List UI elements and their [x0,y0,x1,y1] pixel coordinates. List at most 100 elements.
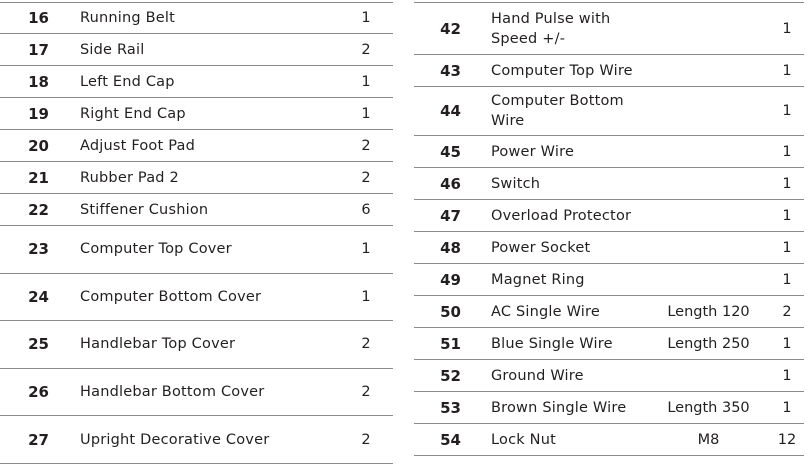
part-qty: 1 [361,241,371,258]
part-number: 50 [440,302,461,321]
part-name: Power Wire [491,143,575,160]
part-qty: 1 [782,207,792,224]
table-row: 23 Computer Top Cover 1 [0,226,393,274]
table-row: 26 Handlebar Bottom Cover 2 [0,369,393,417]
part-qty: 2 [361,169,371,186]
part-number: 54 [440,430,461,449]
table-row: 48 Power Socket 1 [414,232,804,264]
part-name: Brown Single Wire [491,399,627,416]
part-qty: 1 [782,143,792,160]
part-qty: 1 [782,103,792,119]
part-number: 24 [28,287,49,306]
part-number: 43 [440,61,461,80]
part-qty: 2 [782,303,792,320]
part-name: AC Single Wire [491,303,600,320]
part-number: 16 [28,9,49,27]
part-name: Right End Cap [80,105,186,122]
part-name: Handlebar Bottom Cover [80,384,265,401]
part-number: 52 [440,366,461,385]
part-qty: 1 [782,239,792,256]
part-spec: Length 250 [667,335,750,352]
part-name: Magnet Ring [491,271,585,288]
part-qty: 1 [782,335,792,352]
part-number: 44 [440,102,461,120]
table-row: 46 Switch 1 [414,168,804,200]
part-qty: 1 [361,288,371,305]
part-number: 27 [28,430,49,449]
part-name: Computer Top Wire [491,62,633,79]
part-number: 47 [440,206,461,225]
table-row: 44 Computer Bottom Wire 1 [414,87,804,136]
part-qty: 2 [361,336,371,353]
part-qty: 1 [361,73,371,90]
table-row: 19 Right End Cap 1 [0,98,393,130]
table-row: 52 Ground Wire 1 [414,360,804,392]
part-qty: 1 [782,271,792,288]
part-number: 51 [440,334,461,353]
part-qty: 2 [361,137,371,154]
part-name: Left End Cap [80,73,175,90]
part-name: Running Belt [80,10,176,26]
part-qty: 1 [782,175,792,192]
part-number: 17 [28,40,49,59]
table-row: 47 Overload Protector 1 [414,200,804,232]
part-number: 21 [28,168,49,187]
part-spec: Length 350 [667,399,750,416]
part-name: Power Socket [491,239,591,256]
table-row: 49 Magnet Ring 1 [414,264,804,296]
part-name: Rubber Pad 2 [80,169,179,186]
part-number: 19 [28,104,49,123]
part-number: 22 [28,200,49,219]
part-number: 48 [440,238,461,257]
part-name: Side Rail [80,41,145,58]
part-name: Upright Decorative Cover [80,431,270,448]
part-name: Lock Nut [491,431,556,448]
part-spec: M8 [697,431,720,448]
part-qty: 2 [361,431,371,448]
table-row: 27 Upright Decorative Cover 2 [0,416,393,464]
part-qty: 6 [361,201,371,218]
table-row: 25 Handlebar Top Cover 2 [0,321,393,369]
part-name: Handlebar Top Cover [80,336,236,353]
part-number: 25 [28,335,49,354]
part-number: 49 [440,270,461,289]
part-qty: 1 [782,62,792,79]
part-spec: Length 120 [667,303,750,320]
part-name: Stiffener Cushion [80,201,209,218]
table-row: 43 Computer Top Wire 1 [414,55,804,87]
part-qty: 1 [782,367,792,384]
table-row: 17 Side Rail 2 [0,34,393,66]
part-name: Computer Bottom Cover [80,288,262,305]
part-number: 46 [440,174,461,193]
part-qty: 1 [782,399,792,416]
part-number: 23 [28,240,49,259]
part-qty: 1 [361,105,371,122]
part-name: Overload Protector [491,207,632,224]
part-name: Hand Pulse with Speed +/- [491,10,611,47]
part-name: Switch [491,175,541,192]
part-name: Computer Bottom Wire [491,93,624,129]
table-row: 54 Lock Nut M8 12 [414,424,804,456]
table-row: 21 Rubber Pad 2 2 [0,162,393,194]
table-row: 24 Computer Bottom Cover 1 [0,274,393,322]
part-qty: 2 [361,384,371,401]
part-name: Ground Wire [491,367,584,384]
part-name: Adjust Foot Pad [80,137,195,154]
part-qty: 12 [777,431,797,448]
parts-table-right: 42 Hand Pulse with Speed +/- 1 43 Computer T… [414,2,804,456]
table-row: 50 AC Single Wire Length 120 2 [414,296,804,328]
parts-table-left: 16 Running Belt 1 17 Side Rail 2 18 Left End Ca… [0,2,393,464]
part-qty: 1 [361,10,371,26]
part-number: 20 [28,136,49,155]
part-number: 45 [440,142,461,161]
part-name: Computer Top Cover [80,241,232,258]
part-number: 42 [440,19,461,38]
table-row: 53 Brown Single Wire Length 350 1 [414,392,804,424]
table-row: 20 Adjust Foot Pad 2 [0,130,393,162]
table-row: 42 Hand Pulse with Speed +/- 1 [414,2,804,55]
part-qty: 1 [782,20,792,37]
part-qty: 2 [361,41,371,58]
part-name: Blue Single Wire [491,335,613,352]
table-row: 51 Blue Single Wire Length 250 1 [414,328,804,360]
table-row: 18 Left End Cap 1 [0,66,393,98]
